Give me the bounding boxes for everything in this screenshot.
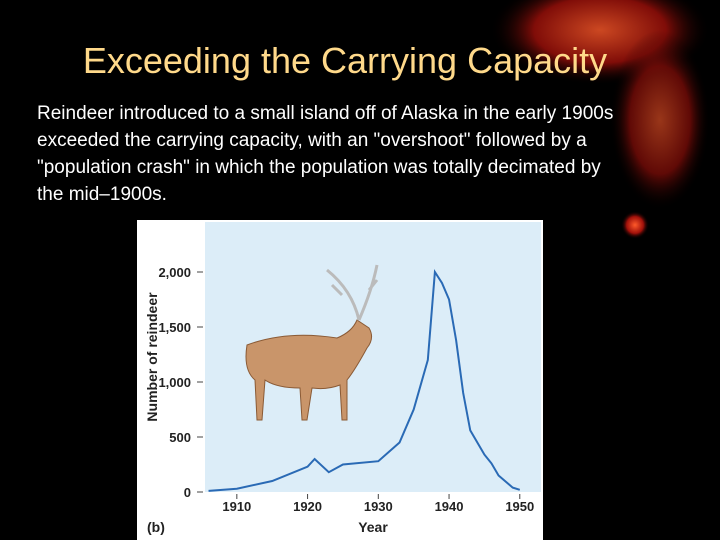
y-tick-label: 1,000 (158, 375, 191, 390)
y-axis-label: Number of reindeer (144, 292, 160, 422)
x-tick-label: 1910 (222, 499, 251, 514)
x-tick-label: 1950 (505, 499, 534, 514)
y-tick-label: 0 (184, 485, 191, 500)
x-tick-label: 1940 (435, 499, 464, 514)
y-tick-label: 2,000 (158, 265, 191, 280)
slide-title: Exceeding the Carrying Capacity (82, 40, 608, 81)
data-line (208, 268, 521, 492)
x-axis-label: Year (358, 519, 388, 535)
y-tick-label: 1,500 (158, 320, 191, 335)
chart: 0 500 1,000 1,500 2,000 1910 1920 1930 1940 1950 Y… (137, 220, 543, 540)
slide-text: Reindeer introduced to a small island of… (37, 103, 614, 205)
x-tick-label: 1920 (293, 499, 322, 514)
reindeer-illustration (245, 264, 379, 421)
x-tick-label: 1930 (364, 499, 393, 514)
y-tick-label: 500 (169, 430, 191, 445)
panel-label: (b) (147, 519, 165, 535)
